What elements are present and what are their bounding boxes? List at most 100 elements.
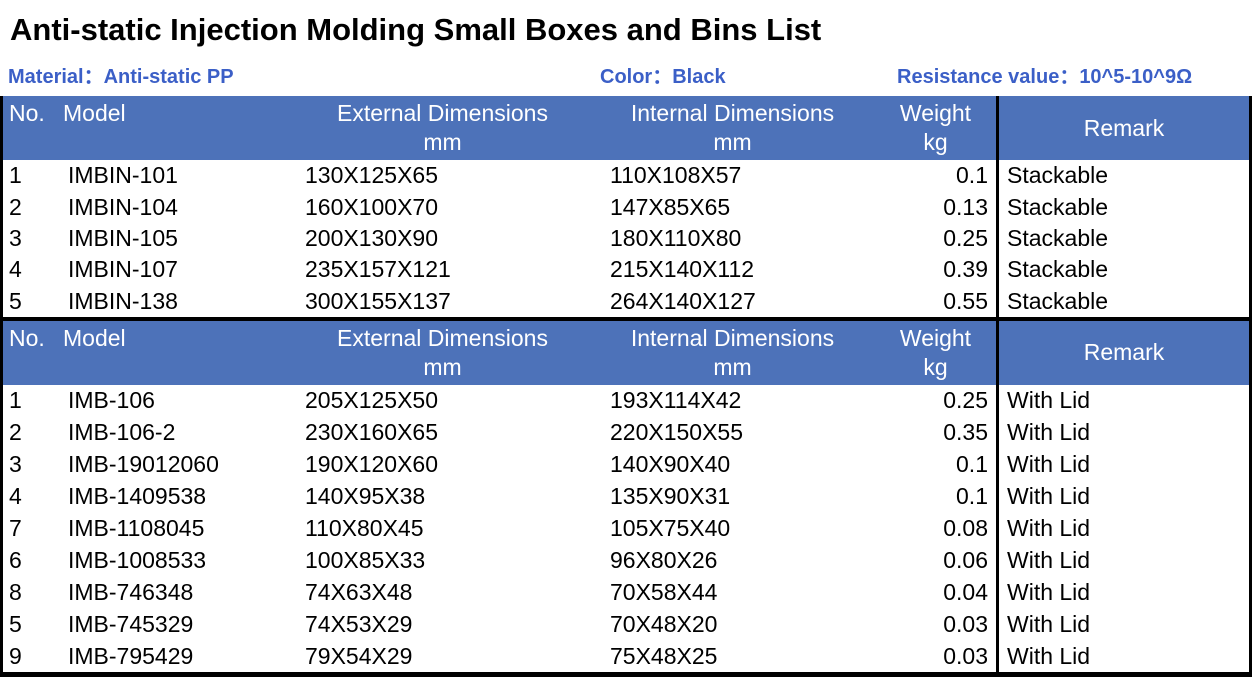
header-no-label: No. bbox=[9, 324, 45, 351]
header-no-label: No. bbox=[9, 100, 45, 126]
cell-remark: With Lid bbox=[996, 512, 1249, 545]
cell-weight: 0.35 bbox=[943, 419, 988, 446]
header-weight-unit: kg bbox=[923, 129, 948, 155]
table-row: 4 IMB-1409538 140X95X38 135X90X31 0.1 Wi… bbox=[3, 480, 1249, 513]
table-row: 5 IMB-745329 74X53X29 70X48X20 0.03 With… bbox=[3, 608, 1249, 641]
cell-weight: 0.25 bbox=[943, 224, 988, 251]
cell-remark: Stackable bbox=[996, 160, 1249, 192]
cell-remark: With Lid bbox=[996, 480, 1249, 513]
header-remark-label: Remark bbox=[1083, 339, 1165, 366]
cell-no: 6 bbox=[9, 546, 22, 573]
cell-remark: With Lid bbox=[996, 576, 1249, 609]
cell-internal-dimensions: 110X108X57 bbox=[610, 162, 742, 189]
table-separator bbox=[3, 316, 1249, 321]
cell-weight: 0.03 bbox=[943, 642, 988, 669]
header-weight-label: Weight bbox=[899, 324, 972, 351]
meta-material: Material：Anti-static PP bbox=[8, 66, 234, 88]
cell-external-dimensions: 74X63X48 bbox=[305, 578, 413, 605]
cell-external-dimensions: 300X155X137 bbox=[305, 287, 451, 314]
cell-model: IMB-106 bbox=[68, 387, 155, 414]
meta-color: Color：Black bbox=[600, 66, 726, 88]
cell-no: 4 bbox=[9, 483, 22, 510]
table-row: 1 IMB-106 205X125X50 193X114X42 0.25 Wit… bbox=[3, 384, 1249, 417]
cell-no: 5 bbox=[9, 287, 22, 314]
header-no: No. bbox=[3, 96, 63, 160]
table-stackable-bins: No. Model External Dimensions mm Interna… bbox=[3, 96, 1249, 317]
cell-weight: 0.55 bbox=[943, 287, 988, 314]
cell-remark: Stackable bbox=[996, 285, 1249, 317]
product-meta: Material：Anti-static PP Color：Black Resi… bbox=[0, 60, 1252, 90]
cell-model: IMBIN-138 bbox=[68, 287, 178, 314]
cell-internal-dimensions: 220X150X55 bbox=[610, 419, 744, 446]
table-row: 9 IMB-795429 79X54X29 75X48X25 0.03 With… bbox=[3, 640, 1249, 672]
cell-model: IMB-1409538 bbox=[68, 483, 207, 510]
cell-weight: 0.08 bbox=[943, 514, 988, 541]
header-model-label: Model bbox=[63, 100, 126, 126]
header-model: Model bbox=[63, 96, 295, 160]
header-weight-unit: kg bbox=[923, 353, 948, 380]
cell-model: IMBIN-105 bbox=[68, 224, 178, 251]
cell-internal-dimensions: 70X58X44 bbox=[610, 578, 718, 605]
table-row: 1 IMBIN-101 130X125X65 110X108X57 0.1 St… bbox=[3, 160, 1249, 192]
cell-internal-dimensions: 180X110X80 bbox=[610, 224, 742, 251]
cell-model: IMB-745329 bbox=[68, 610, 194, 637]
header-internal-unit: mm bbox=[713, 129, 752, 155]
cell-no: 4 bbox=[9, 256, 22, 283]
tables-container: No. Model External Dimensions mm Interna… bbox=[0, 96, 1252, 677]
table-row: 2 IMBIN-104 160X100X70 147X85X65 0.13 St… bbox=[3, 191, 1249, 223]
cell-model: IMB-19012060 bbox=[68, 451, 219, 478]
cell-weight: 0.1 bbox=[956, 451, 988, 478]
page-title: Anti-static Injection Molding Small Boxe… bbox=[10, 12, 822, 47]
header-external-label: External Dimensions bbox=[337, 100, 548, 126]
cell-internal-dimensions: 193X114X42 bbox=[610, 387, 742, 414]
cell-model: IMB-1008533 bbox=[68, 546, 207, 573]
cell-internal-dimensions: 75X48X25 bbox=[610, 642, 718, 669]
cell-internal-dimensions: 105X75X40 bbox=[610, 514, 731, 541]
header-internal-label: Internal Dimensions bbox=[630, 100, 835, 126]
header-no: No. bbox=[3, 321, 63, 385]
cell-remark: With Lid bbox=[996, 608, 1249, 641]
cell-external-dimensions: 130X125X65 bbox=[305, 162, 439, 189]
cell-model: IMBIN-104 bbox=[68, 193, 178, 220]
cell-external-dimensions: 110X80X45 bbox=[305, 514, 424, 541]
cell-remark: With Lid bbox=[996, 384, 1249, 417]
table-row: 2 IMB-106-2 230X160X65 220X150X55 0.35 W… bbox=[3, 416, 1249, 449]
table-row: 4 IMBIN-107 235X157X121 215X140X112 0.39… bbox=[3, 254, 1249, 286]
cell-weight: 0.1 bbox=[956, 162, 988, 189]
table-row: 3 IMBIN-105 200X130X90 180X110X80 0.25 S… bbox=[3, 222, 1249, 255]
cell-no: 1 bbox=[9, 387, 22, 414]
header-internal-dimensions: Internal Dimensions mm bbox=[590, 96, 875, 160]
cell-internal-dimensions: 215X140X112 bbox=[610, 256, 755, 283]
cell-weight: 0.03 bbox=[943, 610, 988, 637]
header-external-unit: mm bbox=[423, 353, 462, 380]
cell-weight: 0.06 bbox=[943, 546, 988, 573]
header-external-unit: mm bbox=[423, 129, 462, 155]
cell-weight: 0.1 bbox=[956, 483, 988, 510]
cell-external-dimensions: 79X54X29 bbox=[305, 642, 413, 669]
cell-no: 3 bbox=[9, 451, 22, 478]
cell-no: 9 bbox=[9, 642, 22, 669]
header-internal-unit: mm bbox=[713, 353, 752, 380]
cell-internal-dimensions: 70X48X20 bbox=[610, 610, 718, 637]
header-external-dimensions: External Dimensions mm bbox=[295, 321, 590, 385]
cell-model: IMBIN-107 bbox=[68, 256, 178, 283]
cell-weight: 0.39 bbox=[943, 256, 988, 283]
cell-external-dimensions: 190X120X60 bbox=[305, 451, 439, 478]
cell-no: 5 bbox=[9, 610, 22, 637]
header-remark: Remark bbox=[996, 320, 1249, 385]
cell-internal-dimensions: 147X85X65 bbox=[610, 193, 731, 220]
cell-remark: With Lid bbox=[996, 416, 1249, 449]
header-remark: Remark bbox=[996, 96, 1249, 160]
cell-model: IMB-106-2 bbox=[68, 419, 176, 446]
header-external-dimensions: External Dimensions mm bbox=[295, 96, 590, 160]
table-row: 8 IMB-746348 74X63X48 70X58X44 0.04 With… bbox=[3, 576, 1249, 609]
cell-remark: Stackable bbox=[996, 222, 1249, 255]
header-model: Model bbox=[63, 321, 295, 385]
cell-internal-dimensions: 140X90X40 bbox=[610, 451, 731, 478]
cell-external-dimensions: 230X160X65 bbox=[305, 419, 439, 446]
meta-resistance: Resistance value：10^5-10^9Ω bbox=[897, 66, 1193, 88]
cell-weight: 0.04 bbox=[943, 578, 988, 605]
table-row: 7 IMB-1108045 110X80X45 105X75X40 0.08 W… bbox=[3, 512, 1249, 545]
cell-internal-dimensions: 264X140X127 bbox=[610, 287, 756, 314]
cell-weight: 0.13 bbox=[943, 193, 988, 220]
